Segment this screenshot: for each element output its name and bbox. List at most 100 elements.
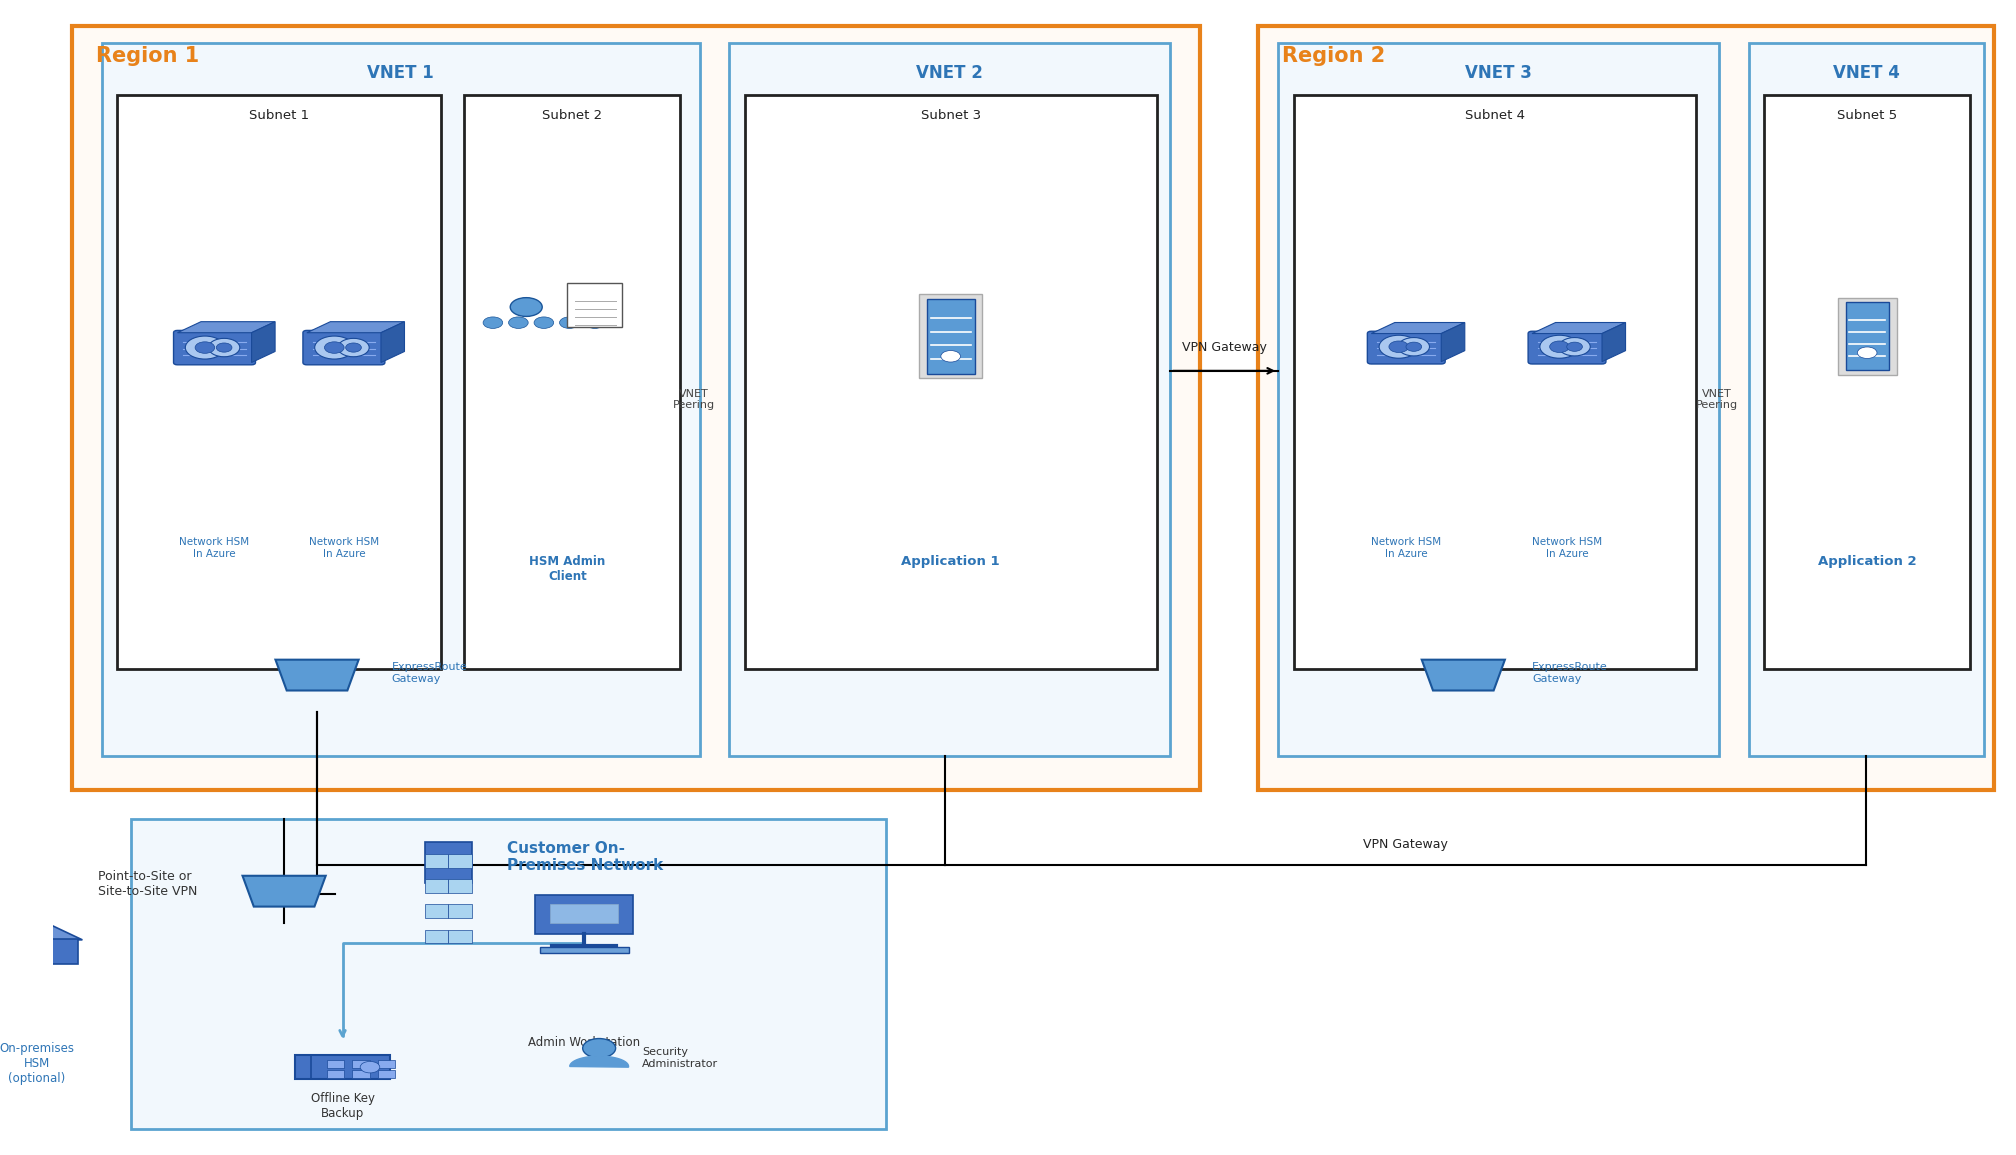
Polygon shape: [1371, 322, 1466, 334]
Bar: [1294, 95, 1695, 670]
Circle shape: [30, 946, 44, 954]
Bar: [540, 947, 629, 953]
Polygon shape: [571, 1056, 629, 1067]
Bar: [296, 1056, 389, 1079]
Circle shape: [216, 343, 232, 352]
Bar: [327, 1060, 345, 1068]
Bar: [1764, 95, 1970, 670]
Bar: [425, 854, 448, 867]
Polygon shape: [252, 322, 274, 363]
Circle shape: [345, 343, 361, 352]
Polygon shape: [306, 322, 405, 333]
Polygon shape: [0, 918, 83, 940]
Bar: [730, 43, 1169, 755]
Circle shape: [1389, 341, 1409, 352]
Text: Security
Administrator: Security Administrator: [643, 1048, 718, 1068]
Text: Network HSM
In Azure: Network HSM In Azure: [308, 537, 379, 559]
Circle shape: [361, 1061, 379, 1073]
Polygon shape: [1532, 322, 1625, 334]
Text: Subnet 5: Subnet 5: [1837, 109, 1897, 121]
Bar: [927, 299, 974, 373]
Text: ExpressRoute
Gateway: ExpressRoute Gateway: [391, 662, 468, 684]
Circle shape: [1540, 335, 1579, 358]
Bar: [464, 95, 679, 670]
Text: Region 1: Region 1: [97, 46, 200, 67]
Text: Application 1: Application 1: [901, 554, 1000, 567]
Bar: [131, 819, 885, 1130]
Circle shape: [1550, 341, 1568, 352]
Text: On-premises
HSM
(optional): On-premises HSM (optional): [0, 1042, 75, 1086]
Text: Subnet 1: Subnet 1: [250, 109, 308, 121]
Text: Region 2: Region 2: [1282, 46, 1385, 67]
Bar: [566, 283, 623, 327]
Text: Application 2: Application 2: [1818, 554, 1917, 567]
Circle shape: [1558, 337, 1591, 356]
Circle shape: [22, 941, 52, 959]
Text: VNET
Peering: VNET Peering: [673, 388, 716, 410]
Bar: [377, 1070, 395, 1078]
Circle shape: [1566, 342, 1583, 351]
Bar: [353, 1060, 371, 1068]
Text: Offline Key
Backup: Offline Key Backup: [310, 1091, 375, 1120]
Circle shape: [196, 342, 216, 353]
Text: VNET 1: VNET 1: [367, 64, 433, 82]
Bar: [73, 25, 1200, 790]
Bar: [117, 95, 442, 670]
Circle shape: [484, 316, 502, 328]
Circle shape: [941, 350, 960, 362]
Bar: [448, 930, 472, 944]
Polygon shape: [1603, 322, 1625, 362]
Bar: [1258, 25, 1994, 790]
Text: VPN Gateway: VPN Gateway: [1181, 341, 1266, 353]
Text: VNET 4: VNET 4: [1833, 64, 1899, 82]
FancyBboxPatch shape: [302, 330, 385, 365]
Text: VNET
Peering: VNET Peering: [1695, 388, 1738, 410]
Bar: [425, 879, 448, 893]
FancyBboxPatch shape: [1528, 331, 1607, 364]
Bar: [1839, 298, 1897, 374]
Bar: [327, 1070, 345, 1078]
Bar: [448, 879, 472, 893]
Text: Customer On-
Premises Network: Customer On- Premises Network: [506, 841, 663, 873]
Circle shape: [1857, 346, 1877, 358]
Bar: [919, 295, 982, 378]
Bar: [550, 904, 617, 923]
Text: Point-to-Site or
Site-to-Site VPN: Point-to-Site or Site-to-Site VPN: [99, 871, 198, 899]
Circle shape: [208, 338, 240, 357]
Bar: [0, 939, 79, 963]
Circle shape: [185, 336, 224, 359]
Bar: [353, 1070, 371, 1078]
Text: VNET 2: VNET 2: [915, 64, 984, 82]
Polygon shape: [276, 660, 359, 691]
Circle shape: [585, 316, 605, 328]
Text: Subnet 2: Subnet 2: [542, 109, 603, 121]
Bar: [744, 95, 1157, 670]
Text: VPN Gateway: VPN Gateway: [1363, 839, 1447, 851]
Circle shape: [508, 316, 528, 328]
Polygon shape: [1441, 322, 1466, 362]
FancyBboxPatch shape: [173, 330, 256, 365]
Bar: [425, 930, 448, 944]
Circle shape: [1379, 335, 1419, 358]
Circle shape: [560, 316, 579, 328]
Bar: [1278, 43, 1720, 755]
Bar: [101, 43, 700, 755]
Polygon shape: [1421, 660, 1504, 691]
Text: ExpressRoute
Gateway: ExpressRoute Gateway: [1532, 662, 1607, 684]
FancyBboxPatch shape: [1367, 331, 1445, 364]
Bar: [425, 842, 472, 882]
Circle shape: [325, 342, 345, 353]
Circle shape: [1399, 337, 1429, 356]
Bar: [425, 904, 448, 918]
Text: VNET 3: VNET 3: [1466, 64, 1532, 82]
Polygon shape: [381, 322, 405, 363]
Text: Subnet 3: Subnet 3: [921, 109, 980, 121]
Bar: [448, 854, 472, 867]
Text: Network HSM
In Azure: Network HSM In Azure: [179, 537, 250, 559]
Circle shape: [314, 336, 355, 359]
Polygon shape: [177, 322, 274, 333]
Bar: [377, 1060, 395, 1068]
Text: Network HSM
In Azure: Network HSM In Azure: [1532, 537, 1603, 559]
Text: Network HSM
In Azure: Network HSM In Azure: [1371, 537, 1441, 559]
Polygon shape: [242, 875, 327, 907]
